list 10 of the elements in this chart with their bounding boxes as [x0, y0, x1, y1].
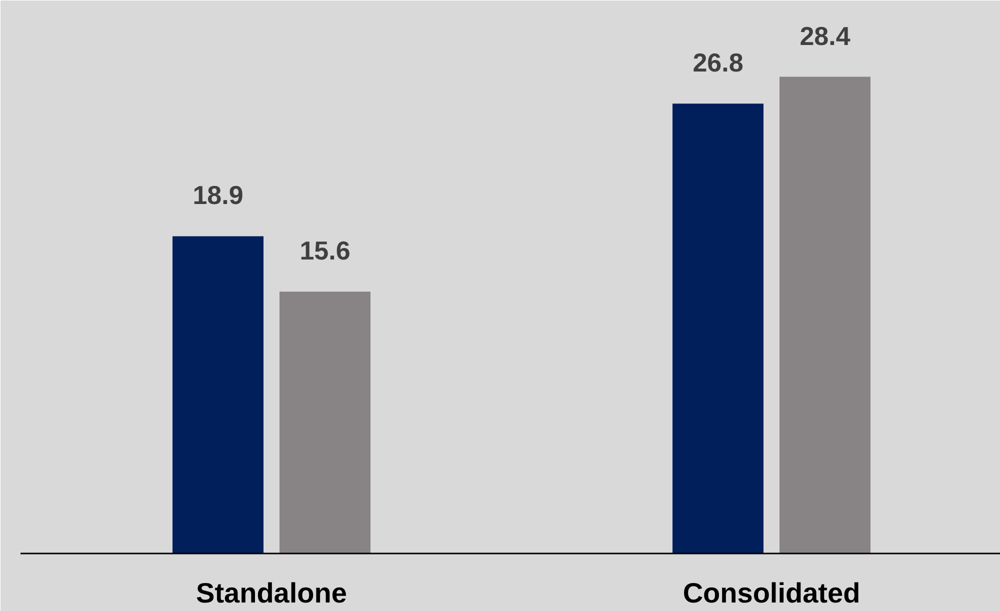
- bar: [280, 292, 370, 554]
- bar: [672, 104, 764, 554]
- bar: [780, 76, 870, 554]
- x-tick-label: Standalone: [196, 578, 347, 608]
- x-tick-label: Consolidated: [682, 578, 860, 608]
- data-label: 18.9: [192, 180, 244, 210]
- data-label: 28.4: [800, 20, 851, 51]
- data-label: 15.6: [300, 236, 350, 266]
- data-label: 26.8: [692, 48, 744, 78]
- bar: [172, 236, 264, 554]
